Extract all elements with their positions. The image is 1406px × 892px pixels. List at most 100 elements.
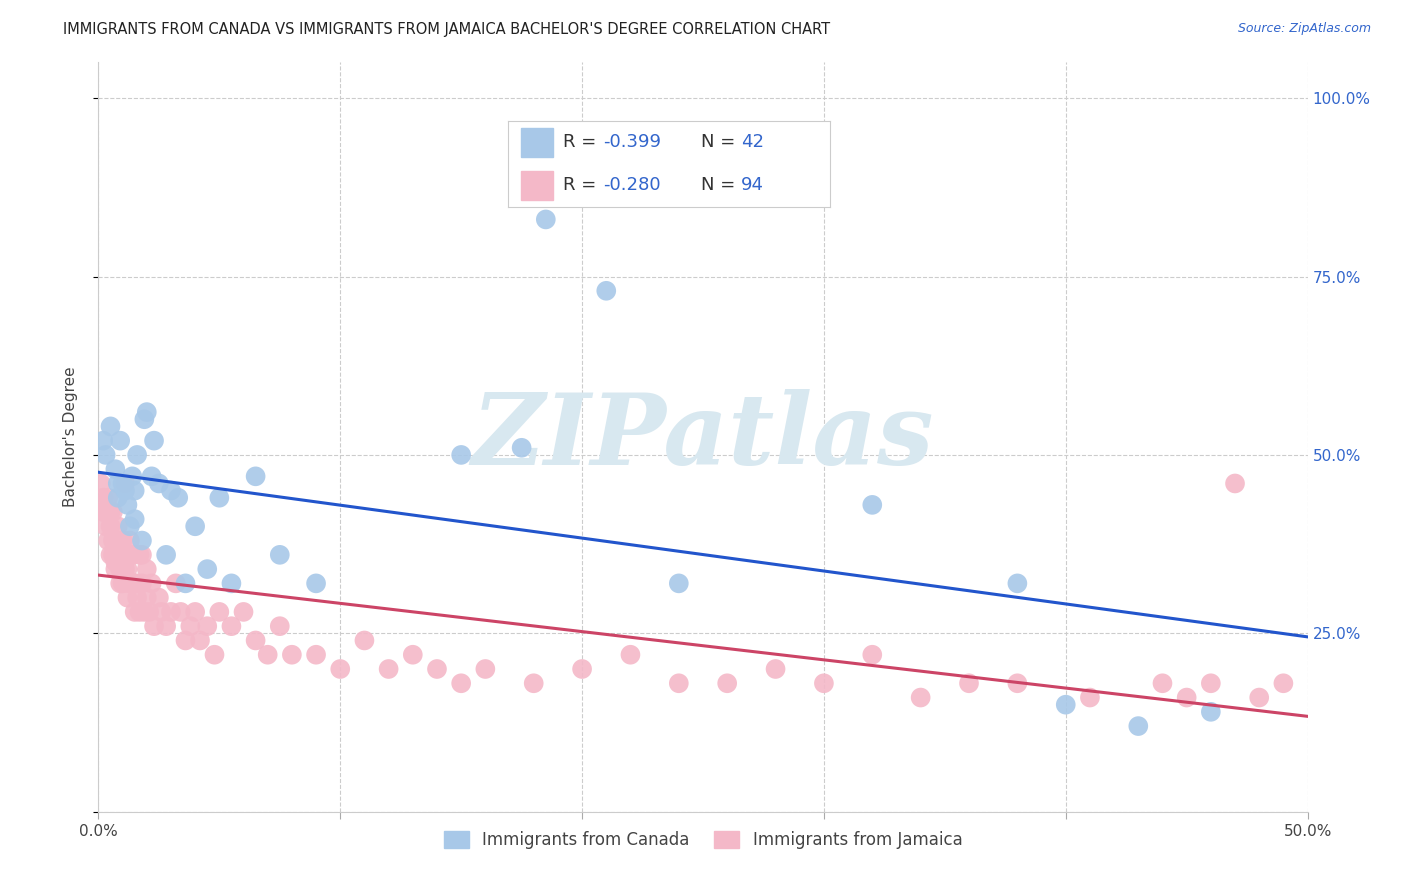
Point: [510, 441, 533, 455]
Point: [245, 469, 267, 483]
Point: [1199, 676, 1222, 690]
Point: [138, 605, 160, 619]
Point: [221, 619, 243, 633]
Point: [571, 662, 593, 676]
Point: [221, 576, 243, 591]
Point: [1152, 676, 1174, 690]
Point: [107, 519, 129, 533]
Point: [124, 483, 146, 498]
Point: [141, 469, 163, 483]
Point: [474, 662, 496, 676]
Text: R =: R =: [562, 176, 602, 194]
Point: [121, 469, 143, 483]
Point: [100, 519, 122, 533]
Point: [179, 619, 201, 633]
Point: [668, 676, 690, 690]
Point: [716, 676, 738, 690]
Text: 42: 42: [741, 133, 763, 152]
Point: [1007, 576, 1029, 591]
Point: [101, 533, 124, 548]
Point: [957, 676, 980, 690]
Point: [1007, 676, 1029, 690]
Point: [117, 591, 139, 605]
Point: [94, 519, 117, 533]
Point: [668, 576, 690, 591]
Point: [143, 434, 166, 448]
Text: Source: ZipAtlas.com: Source: ZipAtlas.com: [1237, 22, 1371, 36]
Point: [107, 533, 129, 548]
Point: [91, 505, 114, 519]
Point: [107, 491, 129, 505]
Point: [1175, 690, 1198, 705]
Point: [426, 662, 449, 676]
Point: [97, 505, 120, 519]
Point: [127, 448, 149, 462]
Point: [160, 483, 183, 498]
Point: [143, 619, 166, 633]
Point: [111, 533, 134, 548]
Point: [114, 562, 136, 576]
Point: [121, 576, 143, 591]
Point: [135, 562, 157, 576]
Point: [121, 548, 143, 562]
Point: [90, 476, 112, 491]
Point: [108, 434, 131, 448]
Point: [160, 605, 183, 619]
Point: [111, 476, 134, 491]
Point: [124, 605, 146, 619]
Point: [111, 548, 134, 562]
Point: [127, 591, 149, 605]
Point: [523, 676, 546, 690]
Point: [184, 519, 207, 533]
Point: [134, 605, 156, 619]
Point: [118, 576, 141, 591]
Point: [534, 212, 557, 227]
Bar: [522, 128, 553, 157]
Point: [232, 605, 254, 619]
Point: [1272, 676, 1295, 690]
Point: [124, 576, 146, 591]
Point: [101, 548, 124, 562]
Point: [117, 562, 139, 576]
Point: [329, 662, 352, 676]
Point: [174, 633, 197, 648]
Point: [108, 562, 131, 576]
Point: [765, 662, 787, 676]
Point: [128, 605, 150, 619]
Point: [167, 491, 190, 505]
Point: [131, 533, 153, 548]
Point: [97, 533, 120, 548]
Text: R =: R =: [562, 133, 602, 152]
Point: [204, 648, 226, 662]
Text: N =: N =: [702, 133, 741, 152]
Point: [377, 662, 399, 676]
Point: [860, 498, 883, 512]
Point: [165, 576, 187, 591]
Point: [155, 619, 177, 633]
Point: [281, 648, 304, 662]
Point: [1078, 690, 1101, 705]
Text: N =: N =: [702, 176, 741, 194]
Y-axis label: Bachelor's Degree: Bachelor's Degree: [63, 367, 77, 508]
Point: [104, 462, 127, 476]
Point: [1199, 705, 1222, 719]
Point: [245, 633, 267, 648]
Point: [305, 576, 328, 591]
Point: [100, 419, 122, 434]
Legend: Immigrants from Canada, Immigrants from Jamaica: Immigrants from Canada, Immigrants from …: [437, 824, 969, 855]
Point: [94, 448, 117, 462]
Text: ZIPatlas: ZIPatlas: [472, 389, 934, 485]
Point: [813, 676, 835, 690]
Point: [208, 491, 231, 505]
Point: [128, 548, 150, 562]
Point: [1054, 698, 1077, 712]
Point: [148, 476, 170, 491]
Point: [108, 533, 131, 548]
Point: [1128, 719, 1150, 733]
Point: [141, 576, 163, 591]
Point: [111, 576, 134, 591]
Point: [104, 555, 127, 569]
Point: [127, 576, 149, 591]
Point: [305, 648, 328, 662]
Point: [91, 434, 114, 448]
